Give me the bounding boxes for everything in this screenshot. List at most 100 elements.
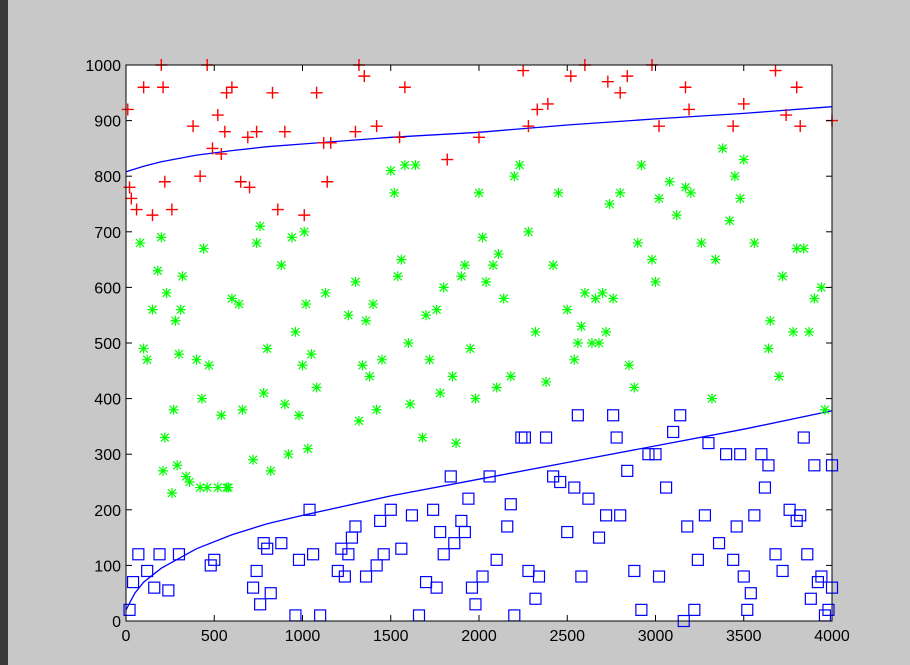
data-point-asterisk xyxy=(696,237,707,248)
data-point-plus xyxy=(225,81,238,94)
data-point-asterisk xyxy=(223,482,234,493)
data-point-square xyxy=(621,464,634,477)
y-tick-label: 700 xyxy=(94,225,121,242)
data-point-plus xyxy=(727,120,740,133)
x-tick-label: 1500 xyxy=(373,628,409,645)
data-point-plus xyxy=(215,147,228,160)
data-point-asterisk xyxy=(168,404,179,415)
data-point-asterisk xyxy=(385,165,396,176)
data-point-asterisk xyxy=(350,276,361,287)
data-point-asterisk xyxy=(156,232,167,243)
data-point-asterisk xyxy=(403,338,414,348)
data-point-plus xyxy=(130,203,143,216)
data-point-square xyxy=(719,448,733,461)
data-point-square xyxy=(430,581,443,594)
data-point-square xyxy=(250,564,263,578)
data-point-asterisk xyxy=(816,282,827,293)
data-point-asterisk xyxy=(364,371,375,382)
data-point-plus xyxy=(683,103,696,116)
data-point-square xyxy=(808,459,821,472)
data-point-square xyxy=(688,603,701,616)
data-point-asterisk xyxy=(569,354,580,365)
data-point-square xyxy=(741,603,754,616)
data-point-asterisk xyxy=(465,343,476,354)
data-point-square xyxy=(172,548,186,561)
data-point-square xyxy=(462,492,475,505)
data-point-asterisk xyxy=(396,254,407,265)
data-point-plus xyxy=(370,120,383,133)
data-point-square xyxy=(208,553,221,566)
data-point-square xyxy=(465,581,479,594)
data-point-square xyxy=(734,448,747,461)
data-point-asterisk xyxy=(142,354,153,365)
y-tick-label: 600 xyxy=(94,280,121,297)
data-point-asterisk xyxy=(777,271,788,282)
data-point-asterisk xyxy=(276,260,287,271)
data-point-square xyxy=(490,553,503,566)
data-point-asterisk xyxy=(491,382,502,393)
data-point-asterisk xyxy=(632,237,643,248)
data-point-asterisk xyxy=(392,271,403,282)
data-point-asterisk xyxy=(459,260,470,271)
data-point-asterisk xyxy=(576,321,587,332)
data-point-plus xyxy=(234,175,247,188)
y-tick-label: 200 xyxy=(94,503,121,520)
data-point-plus xyxy=(614,86,627,99)
data-point-square xyxy=(744,587,757,600)
data-point-asterisk xyxy=(509,171,520,182)
data-point-asterisk xyxy=(488,260,499,271)
data-point-plus xyxy=(541,97,554,110)
data-point-asterisk xyxy=(604,199,615,209)
data-point-plus xyxy=(321,175,334,188)
data-point-square xyxy=(674,409,687,422)
data-point-asterisk xyxy=(299,226,310,237)
data-point-plus xyxy=(146,209,159,222)
data-point-asterisk xyxy=(562,304,573,315)
data-point-asterisk xyxy=(717,143,728,154)
data-point-plus xyxy=(218,125,231,138)
data-point-square xyxy=(153,548,166,561)
data-point-square xyxy=(755,448,768,461)
data-point-plus xyxy=(206,142,219,155)
data-point-square xyxy=(254,598,267,611)
data-point-square xyxy=(702,436,715,450)
data-point-asterisk xyxy=(477,232,488,243)
data-point-asterisk xyxy=(258,388,269,399)
data-point-asterisk xyxy=(301,299,312,310)
data-point-square xyxy=(458,525,471,539)
data-point-square xyxy=(359,570,373,583)
data-point-plus xyxy=(522,120,535,133)
data-point-asterisk xyxy=(311,382,322,393)
data-point-asterisk xyxy=(474,187,484,198)
ticks-layer: 0 500 1000 1500 2000 2500 3000 3500 4000 0 100 200 3… xyxy=(85,58,849,645)
data-point-plus xyxy=(531,103,544,116)
data-point-asterisk xyxy=(601,326,612,337)
data-point-asterisk xyxy=(424,354,435,365)
data-point-asterisk xyxy=(447,371,458,382)
data-point-asterisk xyxy=(203,360,214,371)
axes-background xyxy=(126,65,832,621)
data-point-asterisk xyxy=(196,393,207,404)
data-point-plus xyxy=(790,81,803,94)
data-point-square xyxy=(448,537,461,550)
data-point-square xyxy=(377,548,390,561)
data-point-square xyxy=(804,592,817,605)
data-point-square xyxy=(261,542,274,555)
data-point-asterisk xyxy=(493,249,504,260)
data-point-square xyxy=(504,498,517,511)
data-point-asterisk xyxy=(198,243,209,254)
data-point-square xyxy=(126,575,140,589)
data-point-asterisk xyxy=(664,176,675,187)
data-point-asterisk xyxy=(724,215,735,226)
data-point-asterisk xyxy=(451,438,462,449)
data-point-asterisk xyxy=(170,315,181,326)
data-point-square xyxy=(469,598,482,611)
data-point-plus xyxy=(601,75,614,88)
data-point-asterisk xyxy=(765,315,776,326)
data-point-asterisk xyxy=(594,338,605,348)
data-point-square xyxy=(762,459,775,472)
data-point-asterisk xyxy=(624,360,635,371)
data-point-plus xyxy=(278,125,291,138)
data-point-plus xyxy=(621,70,634,83)
